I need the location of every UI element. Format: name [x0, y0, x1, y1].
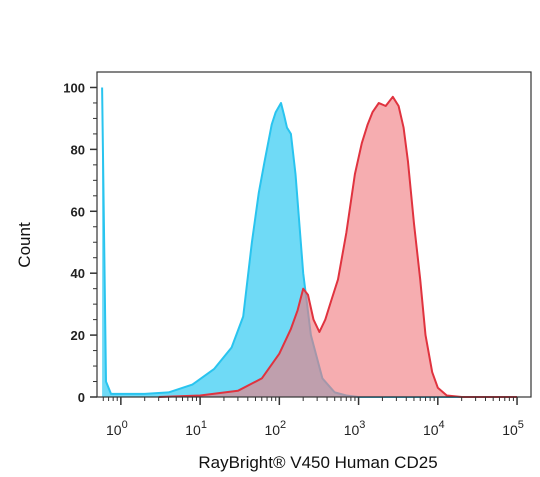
x-tick-exponent: 5 — [518, 419, 524, 431]
series-line-1 — [158, 95, 517, 398]
y-tick-label-80: 80 — [71, 142, 85, 157]
x-tick-base: 10 — [423, 422, 439, 438]
x-tick-label-0: 100 — [106, 419, 128, 438]
y-tick-label-100: 100 — [63, 80, 85, 95]
x-tick-label-1: 101 — [185, 419, 207, 438]
x-tick-label-5: 105 — [502, 419, 524, 438]
x-tick-exponent: 4 — [439, 419, 445, 431]
x-tick-base: 10 — [106, 422, 122, 438]
axes-layer — [96, 71, 532, 398]
y-tick-label-60: 60 — [71, 204, 85, 219]
y-axis-label: Count — [15, 222, 34, 268]
x-tick-label-4: 104 — [423, 419, 445, 438]
x-tick-exponent: 3 — [359, 419, 365, 431]
x-tick-exponent: 1 — [201, 419, 207, 431]
plot-frame — [96, 71, 532, 398]
x-tick-exponent: 2 — [280, 419, 286, 431]
series-area-1 — [158, 96, 517, 398]
x-tick-exponent: 0 — [122, 419, 128, 431]
y-tick-label-40: 40 — [71, 266, 85, 281]
y-tick-label-0: 0 — [78, 390, 85, 405]
x-tick-base: 10 — [502, 422, 518, 438]
series-layer — [101, 87, 517, 398]
x-tick-label-2: 102 — [264, 419, 286, 438]
x-axis-label: RayBright® V450 Human CD25 — [198, 453, 437, 472]
y-tick-label-20: 20 — [71, 328, 85, 343]
x-tick-base: 10 — [185, 422, 201, 438]
x-tick-base: 10 — [264, 422, 280, 438]
x-tick-base: 10 — [344, 422, 360, 438]
x-tick-label-3: 103 — [344, 419, 366, 438]
